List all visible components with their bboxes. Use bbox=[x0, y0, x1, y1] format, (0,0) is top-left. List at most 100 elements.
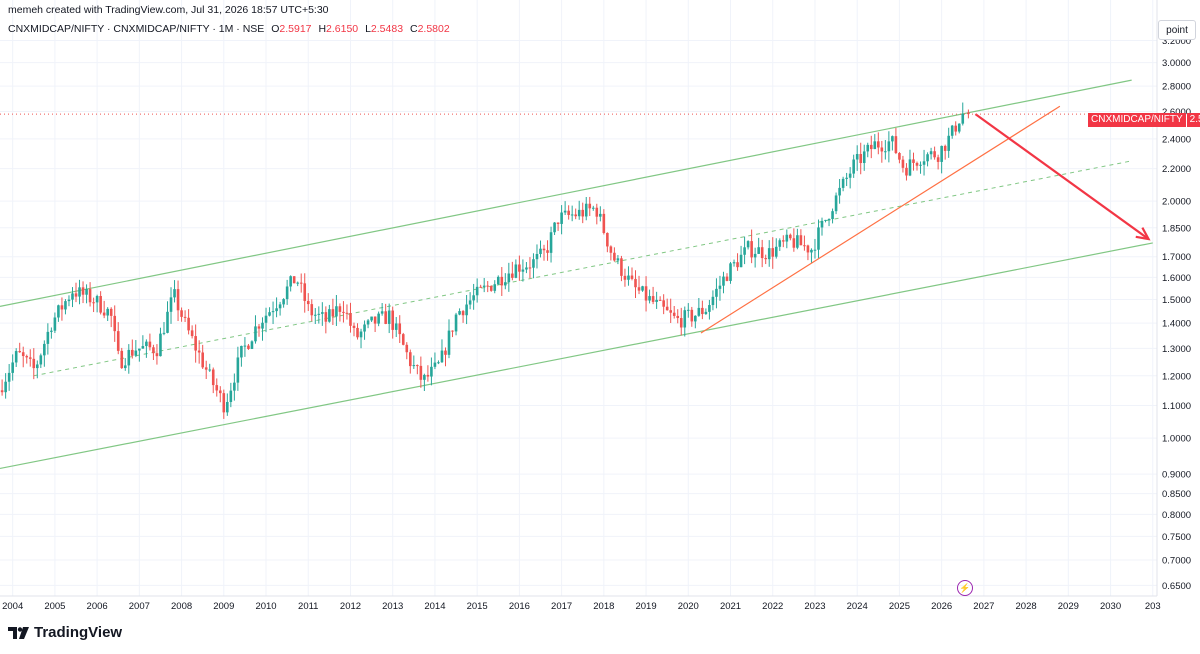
candle-body bbox=[711, 296, 715, 306]
candle-body bbox=[437, 362, 440, 364]
candle-body bbox=[950, 125, 954, 136]
candle-body bbox=[190, 330, 194, 337]
x-tick-label: 2011 bbox=[298, 601, 318, 612]
candle-body bbox=[412, 365, 416, 367]
low-value: 2.5483 bbox=[370, 23, 404, 35]
candle-body bbox=[81, 287, 85, 295]
candle-body bbox=[518, 264, 521, 272]
tradingview-logo[interactable]: TradingView bbox=[8, 624, 122, 641]
candle-body bbox=[894, 136, 898, 154]
candle-body bbox=[584, 203, 588, 217]
candle-body bbox=[99, 296, 102, 313]
candle-body bbox=[131, 349, 134, 356]
candle-body bbox=[310, 304, 314, 316]
support-trendline[interactable] bbox=[700, 105, 1061, 334]
time-axis[interactable]: 2004 2005 2006 2007 2008 2009 2010 2011 2012 2013… bbox=[2, 601, 1161, 612]
candle-body bbox=[676, 315, 680, 319]
candle-body bbox=[792, 238, 796, 248]
x-tick-label: 2022 bbox=[762, 601, 783, 612]
candle-body bbox=[28, 357, 32, 359]
candle-body bbox=[39, 355, 43, 365]
x-tick-label: 2024 bbox=[847, 601, 868, 612]
candle-body bbox=[21, 352, 25, 357]
drawings[interactable] bbox=[0, 79, 1153, 470]
candle-body bbox=[88, 289, 92, 303]
y-tick-label: 1.2000 bbox=[1162, 371, 1191, 382]
logo-text: TradingView bbox=[34, 624, 123, 641]
candle-body bbox=[373, 316, 377, 324]
candle-body bbox=[609, 246, 613, 253]
candle-body bbox=[493, 284, 497, 291]
candle-body bbox=[123, 365, 127, 369]
candle-body bbox=[391, 310, 395, 330]
candle-body bbox=[173, 289, 176, 298]
last-price-symbol: CNXMIDCAP/NIFTY bbox=[1088, 113, 1186, 127]
candle-body bbox=[887, 141, 891, 152]
candle-body bbox=[183, 316, 187, 318]
candle-body bbox=[447, 330, 451, 355]
candle-body bbox=[630, 275, 634, 279]
candle-body bbox=[14, 351, 18, 363]
channel-lower-line[interactable] bbox=[0, 242, 1153, 470]
y-tick-label: 3.0000 bbox=[1162, 58, 1191, 69]
candle-body bbox=[451, 330, 454, 332]
candle-body bbox=[250, 341, 254, 349]
candle-body bbox=[324, 312, 328, 322]
last-price-tag: CNXMIDCAP/NIFTY 2.5802 bbox=[1088, 113, 1200, 127]
candle-body bbox=[359, 331, 363, 338]
candle-body bbox=[866, 144, 870, 152]
tradingview-logo-icon bbox=[8, 626, 29, 639]
candle-body bbox=[208, 369, 212, 371]
candle-body bbox=[753, 253, 757, 258]
candle-body bbox=[957, 123, 961, 132]
x-tick-label: 2006 bbox=[87, 601, 108, 612]
candle-body bbox=[905, 167, 908, 176]
candle-body bbox=[511, 273, 514, 278]
candle-body bbox=[387, 310, 391, 324]
candle-body bbox=[440, 350, 444, 363]
high-label: H bbox=[318, 23, 327, 35]
candle-body bbox=[655, 299, 658, 302]
lightning-icon[interactable]: ⚡ bbox=[957, 580, 973, 596]
candle-body bbox=[967, 112, 970, 115]
candle-body bbox=[560, 212, 563, 224]
candle-body bbox=[60, 305, 64, 310]
candle-body bbox=[306, 300, 310, 305]
candle-body bbox=[616, 258, 620, 261]
channel-upper-line[interactable] bbox=[0, 79, 1132, 307]
candle-body bbox=[743, 247, 746, 255]
forecast-arrow-head[interactable] bbox=[1135, 227, 1151, 241]
candle-body bbox=[356, 327, 359, 338]
candle-body bbox=[539, 248, 542, 255]
candle-body bbox=[377, 313, 380, 324]
candle-body bbox=[926, 154, 929, 162]
candle-body bbox=[877, 141, 880, 148]
candle-body bbox=[303, 283, 307, 301]
candle-body bbox=[159, 333, 162, 357]
candle-body bbox=[715, 288, 718, 297]
candle-body bbox=[335, 306, 338, 317]
candle-body bbox=[211, 369, 215, 386]
candle-body bbox=[764, 258, 768, 260]
forecast-arrow-line[interactable] bbox=[974, 113, 1150, 240]
candle-body bbox=[954, 125, 958, 132]
candle-body bbox=[169, 297, 173, 312]
candle-body bbox=[236, 357, 240, 383]
candle-body bbox=[651, 296, 655, 302]
candle-body bbox=[32, 358, 36, 369]
candle-body bbox=[215, 385, 219, 391]
candle-body bbox=[472, 295, 475, 301]
scale-unit-button[interactable]: point bbox=[1158, 20, 1196, 40]
price-axis[interactable]: 3.2000 3.0000 2.8000 2.6000 2.4000 2.2000 2.00… bbox=[1162, 36, 1191, 592]
candle-body bbox=[285, 286, 289, 300]
x-tick-label: 2026 bbox=[931, 601, 952, 612]
candle-body bbox=[67, 299, 71, 302]
candle-body bbox=[380, 311, 384, 314]
channel-mid-line[interactable] bbox=[33, 160, 1132, 377]
candle-body bbox=[665, 306, 669, 311]
y-tick-label: 2.4000 bbox=[1162, 134, 1191, 145]
candle-body bbox=[697, 307, 701, 316]
candle-body bbox=[222, 393, 226, 413]
candle-body bbox=[602, 213, 606, 233]
